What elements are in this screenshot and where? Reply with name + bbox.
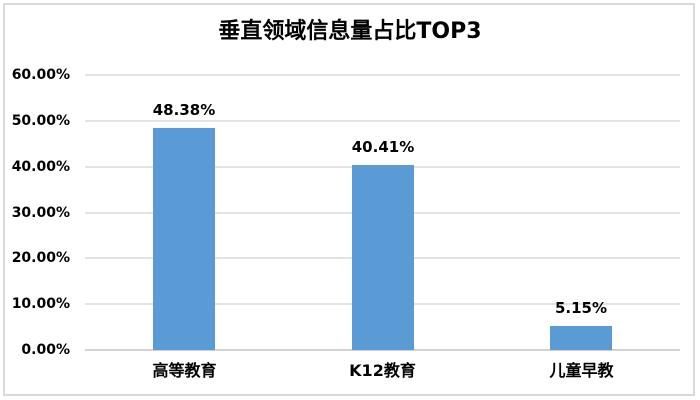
y-axis-tick-label: 50.00% bbox=[11, 113, 70, 129]
x-axis-line bbox=[85, 349, 680, 351]
bar-value-label: 5.15% bbox=[554, 299, 608, 317]
x-axis-category-label: 高等教育 bbox=[152, 361, 217, 380]
bar bbox=[352, 165, 414, 350]
y-axis-tick-label: 0.00% bbox=[21, 342, 70, 358]
y-axis-tick-label: 10.00% bbox=[11, 296, 70, 312]
x-axis-category-label: K12教育 bbox=[349, 361, 416, 380]
y-axis-tick-label: 60.00% bbox=[11, 67, 70, 83]
gridline bbox=[85, 74, 680, 76]
y-axis-tick-label: 40.00% bbox=[11, 159, 70, 175]
y-axis: 60.00% 50.00% 40.00% 30.00% 20.00% 10.00% 0.00… bbox=[0, 67, 70, 358]
y-axis-tick-label: 30.00% bbox=[11, 205, 70, 221]
bar-value-label: 40.41% bbox=[351, 138, 415, 156]
y-axis-tick-label: 20.00% bbox=[11, 250, 70, 266]
x-axis-category-label: 儿童早教 bbox=[549, 361, 614, 380]
x-axis: 高等教育 K12教育 儿童早教 bbox=[85, 361, 680, 385]
chart-title: 垂直领域信息量占比TOP3 bbox=[218, 19, 482, 44]
bar bbox=[550, 326, 612, 350]
plot-area: 48.38% 40.41% 5.15% bbox=[85, 74, 680, 351]
bar bbox=[153, 128, 215, 350]
gridline bbox=[85, 120, 680, 122]
bar-value-label: 48.38% bbox=[152, 101, 216, 119]
